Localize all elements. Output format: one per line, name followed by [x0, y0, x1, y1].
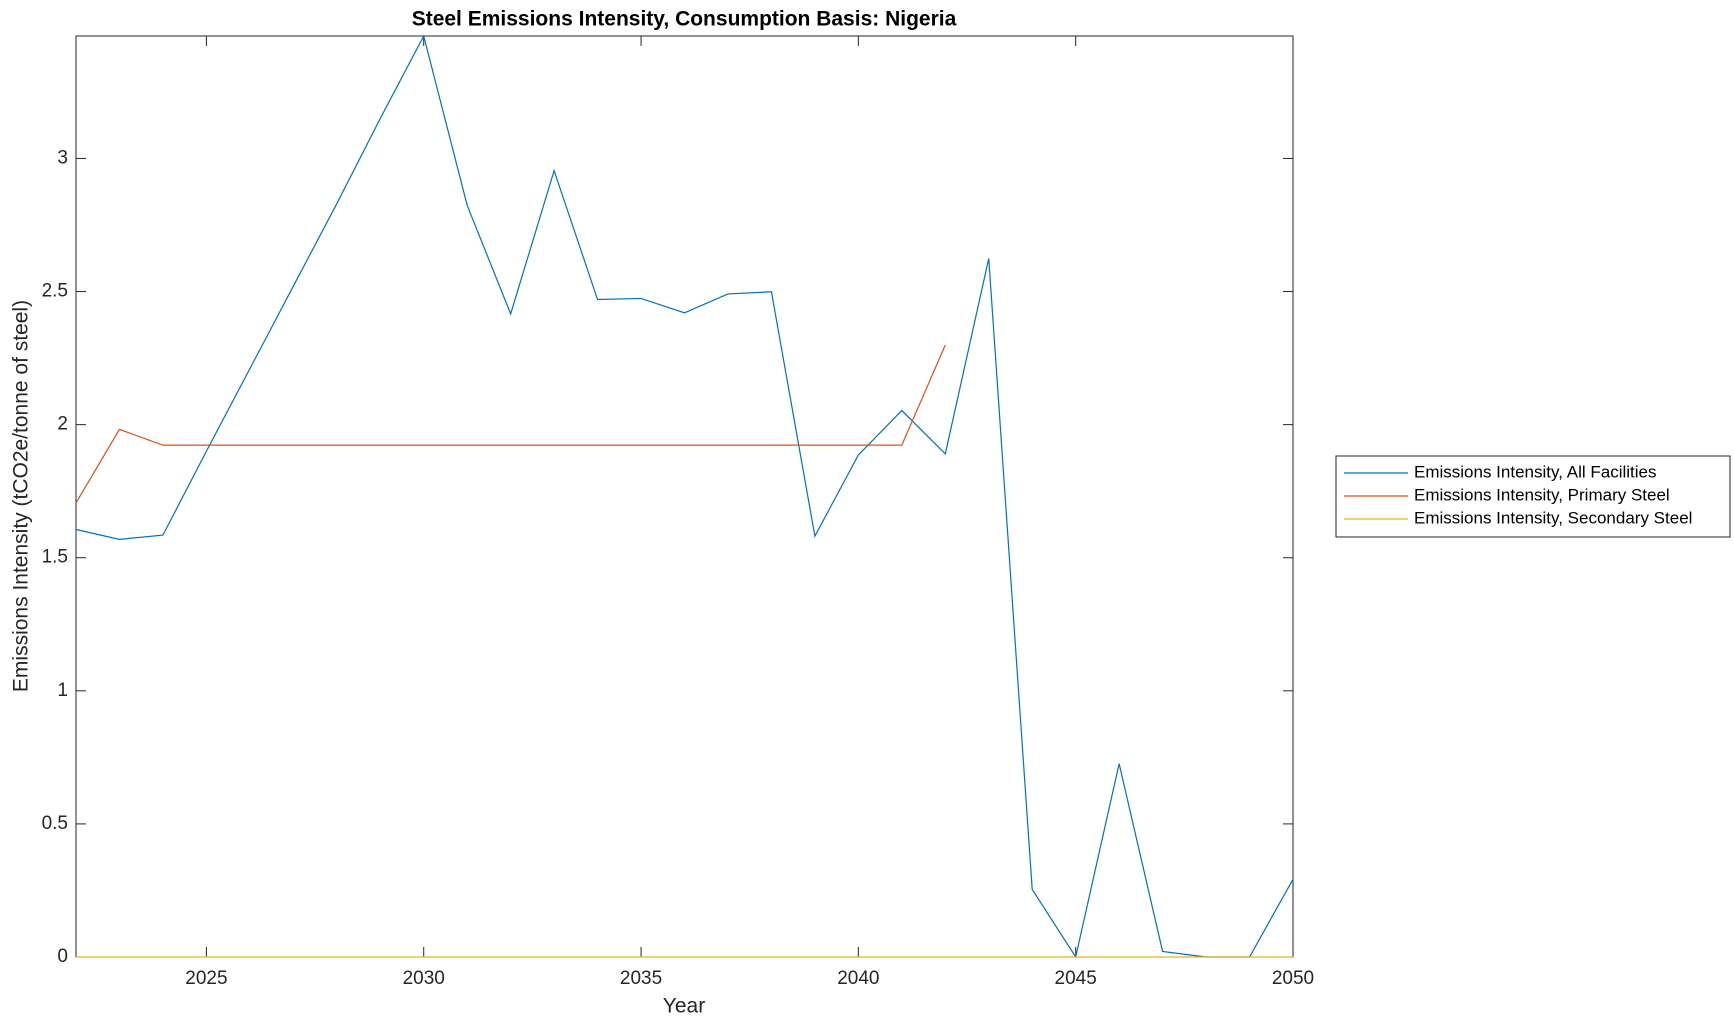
x-tick-label: 2025 — [185, 968, 227, 989]
x-tick-label: 2045 — [1055, 968, 1097, 989]
y-tick-label: 3 — [57, 147, 68, 168]
chart-title: Steel Emissions Intensity, Consumption B… — [412, 8, 957, 31]
x-tick-label: 2050 — [1272, 968, 1314, 989]
y-tick-label: 2 — [57, 414, 68, 435]
y-tick-label: 0 — [57, 946, 68, 967]
x-tick-label: 2030 — [403, 968, 445, 989]
legend-label: Emissions Intensity, Primary Steel — [1414, 485, 1670, 504]
y-tick-label: 0.5 — [42, 813, 68, 834]
series-line — [75, 344, 946, 504]
y-tick-label: 2.5 — [42, 281, 68, 302]
y-tick-label: 1 — [57, 680, 68, 701]
axes-box — [75, 35, 1294, 958]
y-axis-label: Emissions Intensity (tCO2e/tonne of stee… — [10, 300, 33, 692]
legend-label: Emissions Intensity, All Facilities — [1414, 462, 1656, 481]
x-tick-label: 2035 — [620, 968, 662, 989]
y-tick-label: 1.5 — [42, 547, 68, 568]
series-line — [75, 34, 1294, 959]
x-tick-label: 2040 — [837, 968, 879, 989]
legend-label: Emissions Intensity, Secondary Steel — [1414, 508, 1692, 527]
x-axis-label: Year — [663, 995, 705, 1018]
